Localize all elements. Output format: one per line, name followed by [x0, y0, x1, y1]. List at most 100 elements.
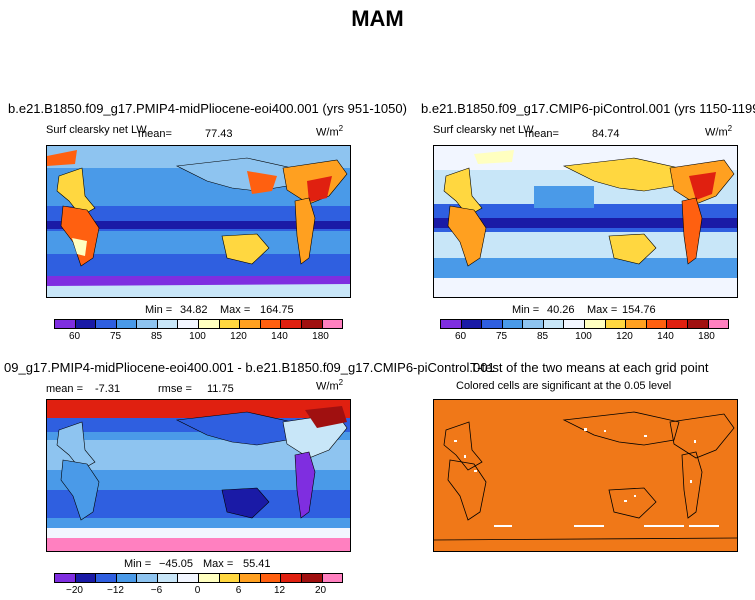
colorbar-tick-label: 60 [68, 331, 81, 342]
colorbar-swatch [137, 574, 158, 582]
panel1-max-value: 164.75 [260, 304, 294, 316]
panel3-mean-label: mean = [46, 383, 83, 395]
colorbar-swatch [75, 574, 97, 582]
colorbar-swatch [646, 320, 668, 328]
colorbar-tick-label: 180 [312, 331, 329, 342]
figure-title: MAM [351, 6, 404, 31]
colorbar-tick-label: 120 [230, 331, 247, 342]
colorbar-swatch [219, 574, 241, 582]
colorbar-swatch [137, 320, 158, 328]
colorbar-swatch [543, 320, 565, 328]
colorbar-swatch [667, 320, 688, 328]
panel1-mean-label: mean= [138, 128, 172, 140]
colorbar-swatch [240, 574, 261, 582]
colorbar-swatch [461, 320, 483, 328]
panel4-subtitle: Colored cells are significant at the 0.0… [456, 380, 672, 392]
panel1-colorbar-ticks: 60 75 85 100 120 140 180 [54, 331, 341, 343]
colorbar-swatch [96, 320, 117, 328]
colorbar-swatch [199, 320, 220, 328]
panel2-max-label: Max = [587, 304, 618, 316]
panel2-mean-value: 84.74 [592, 128, 620, 140]
colorbar-swatch [55, 574, 76, 582]
panel2-map [433, 145, 738, 298]
colorbar-swatch [687, 320, 709, 328]
panel1-min-label: Min = [145, 304, 173, 316]
colorbar-swatch [708, 320, 729, 328]
colorbar-swatch [116, 574, 138, 582]
panel4-map [433, 399, 738, 552]
panel2-min-value: 40.26 [547, 304, 575, 316]
colorbar-swatch [322, 320, 343, 328]
colorbar-tick-label: 75 [109, 331, 122, 342]
colorbar-tick-label: 120 [616, 331, 633, 342]
panel3-rmse-value: 11.75 [207, 383, 234, 395]
colorbar-swatch [157, 320, 179, 328]
panel2-case-title: b.e21.B1850.f09_g17.CMIP6-piControl.001 … [421, 101, 755, 116]
colorbar-swatch [502, 320, 524, 328]
colorbar-swatch [96, 574, 117, 582]
colorbar-swatch [322, 574, 343, 582]
colorbar-tick-label: 75 [495, 331, 508, 342]
colorbar-swatch [585, 320, 606, 328]
colorbar-tick-label: 85 [150, 331, 163, 342]
panel1-min-value: 34.82 [180, 304, 208, 316]
panel3-max-label: Max = [203, 558, 234, 570]
panel4-title: T-test of the two means at each grid poi… [470, 360, 709, 375]
colorbar-swatch [116, 320, 138, 328]
panel1-units: W/m2 [316, 124, 344, 139]
colorbar-tick-label: 60 [454, 331, 467, 342]
colorbar-swatch [157, 574, 179, 582]
colorbar-tick-label: −6 [150, 585, 163, 596]
panel2-colorbar [440, 319, 729, 329]
colorbar-tick-label: 0 [194, 585, 201, 596]
colorbar-tick-label: 180 [698, 331, 715, 342]
colorbar-swatch [75, 320, 97, 328]
colorbar-swatch [260, 320, 282, 328]
colorbar-swatch [281, 574, 302, 582]
colorbar-tick-label: 100 [189, 331, 206, 342]
colorbar-swatch [55, 320, 76, 328]
colorbar-swatch [219, 320, 241, 328]
panel2-units: W/m2 [705, 124, 733, 139]
panel1-map [46, 145, 351, 298]
panel3-colorbar-ticks: −20 −12 −6 0 6 12 20 [54, 585, 341, 597]
colorbar-swatch [441, 320, 462, 328]
colorbar-tick-label: 12 [273, 585, 286, 596]
colorbar-tick-label: 100 [575, 331, 592, 342]
colorbar-swatch [482, 320, 503, 328]
panel1-colorbar [54, 319, 343, 329]
colorbar-tick-label: −20 [66, 585, 83, 596]
colorbar-swatch [240, 320, 261, 328]
panel3-min-value: −45.05 [159, 558, 193, 570]
colorbar-swatch [301, 574, 323, 582]
panel3-mean-value: -7.31 [95, 383, 121, 395]
colorbar-swatch [178, 574, 200, 582]
colorbar-swatch [605, 320, 627, 328]
panel3-colorbar [54, 573, 343, 583]
panel3-min-label: Min = [124, 558, 152, 570]
colorbar-tick-label: 140 [271, 331, 288, 342]
panel1-max-label: Max = [220, 304, 251, 316]
colorbar-tick-label: 6 [235, 585, 242, 596]
panel3-units: W/m2 [316, 378, 344, 393]
panel2-variable: Surf clearsky net LW [433, 124, 534, 136]
panel1-mean-value: 77.43 [205, 128, 233, 140]
colorbar-swatch [523, 320, 544, 328]
colorbar-tick-label: 20 [314, 585, 327, 596]
colorbar-swatch [260, 574, 282, 582]
panel2-mean-label: mean= [525, 128, 559, 140]
panel3-rmse-label: rmse = [158, 383, 192, 395]
panel2-max-value: 154.76 [622, 304, 656, 316]
colorbar-swatch [564, 320, 586, 328]
panel3-max-value: 55.41 [243, 558, 271, 570]
colorbar-swatch [281, 320, 302, 328]
panel1-case-title: b.e21.B1850.f09_g17.PMIP4-midPliocene-eo… [8, 101, 407, 116]
panel3-map [46, 399, 351, 552]
colorbar-tick-label: 85 [536, 331, 549, 342]
colorbar-swatch [178, 320, 200, 328]
panel1-variable: Surf clearsky net LW [46, 124, 147, 136]
panel2-min-label: Min = [512, 304, 540, 316]
colorbar-swatch [626, 320, 647, 328]
colorbar-swatch [301, 320, 323, 328]
panel2-colorbar-ticks: 60 75 85 100 120 140 180 [440, 331, 727, 343]
